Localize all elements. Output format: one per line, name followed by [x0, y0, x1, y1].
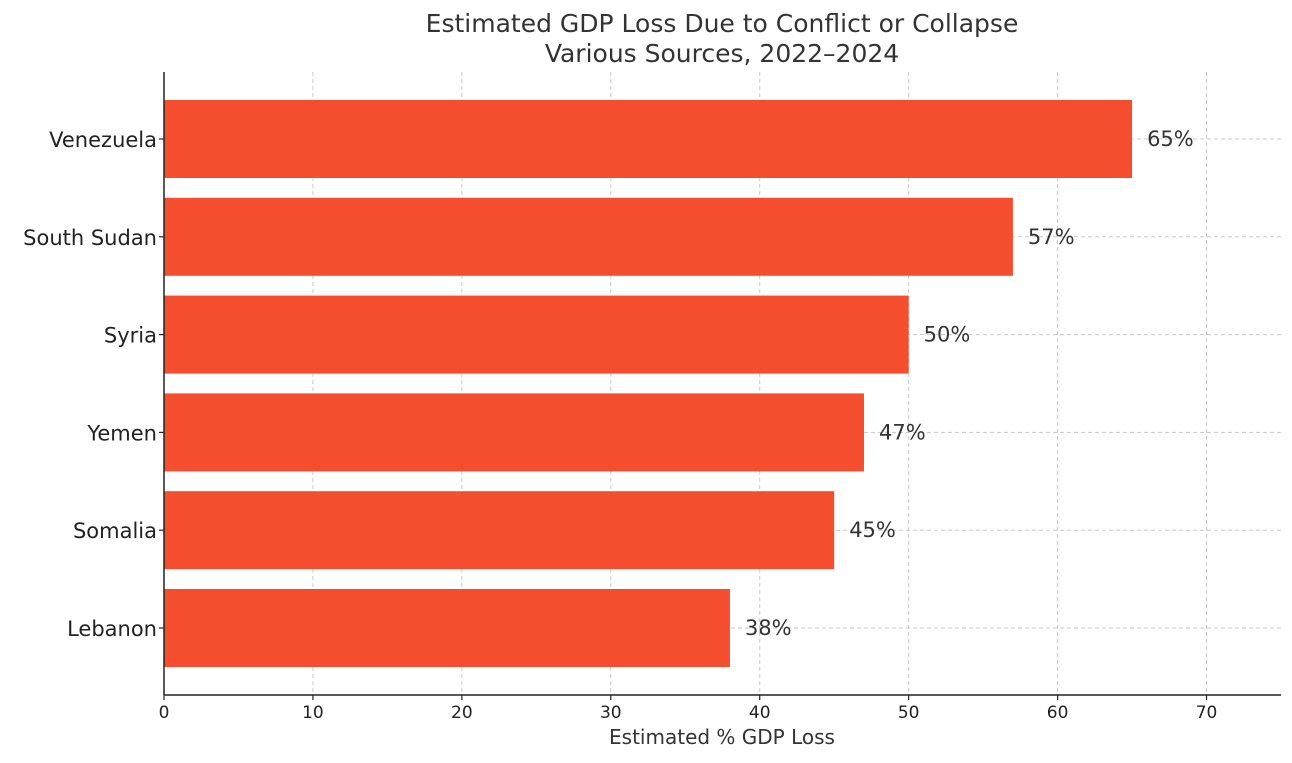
data-label: 65% — [1147, 127, 1194, 151]
bar-somalia — [164, 491, 835, 570]
data-labels: 65% 57% 50% 47% 45% 38% — [745, 127, 1194, 640]
axes — [159, 72, 1281, 700]
x-tick-label: 60 — [1047, 703, 1069, 723]
chart-title: Estimated GDP Loss Due to Conflict or Co… — [426, 9, 1019, 38]
x-tick-label: 70 — [1196, 703, 1218, 723]
chart-subtitle: Various Sources, 2022–2024 — [545, 39, 899, 68]
x-tick-labels: 0 10 20 30 40 50 60 70 — [159, 703, 1218, 723]
data-label: 45% — [849, 518, 896, 542]
y-tick-labels: Venezuela South Sudan Syria Yemen Somalia Leb… — [23, 128, 157, 641]
x-tick-label: 40 — [749, 703, 771, 723]
data-label: 57% — [1028, 225, 1075, 249]
y-tick-label: Somalia — [73, 519, 157, 543]
bar-venezuela — [164, 100, 1133, 178]
x-tick-label: 50 — [898, 703, 920, 723]
x-tick-label: 0 — [159, 703, 170, 723]
y-tick-label: Venezuela — [49, 128, 157, 152]
bar-syria — [164, 295, 909, 374]
bars — [164, 100, 1133, 667]
data-label: 38% — [745, 616, 792, 640]
y-tick-label: Yemen — [86, 421, 157, 445]
data-label: 50% — [924, 323, 971, 347]
x-tick-label: 10 — [302, 703, 324, 723]
x-tick-label: 30 — [600, 703, 622, 723]
y-tick-label: Lebanon — [67, 617, 157, 641]
x-axis-label: Estimated % GDP Loss — [609, 725, 835, 749]
x-tick-label: 20 — [451, 703, 473, 723]
bar-lebanon — [164, 589, 730, 667]
bar-south-sudan — [164, 197, 1013, 276]
bar-yemen — [164, 393, 864, 472]
data-label: 47% — [879, 420, 926, 444]
y-tick-label: South Sudan — [23, 226, 157, 250]
y-tick-label: Syria — [104, 324, 157, 348]
